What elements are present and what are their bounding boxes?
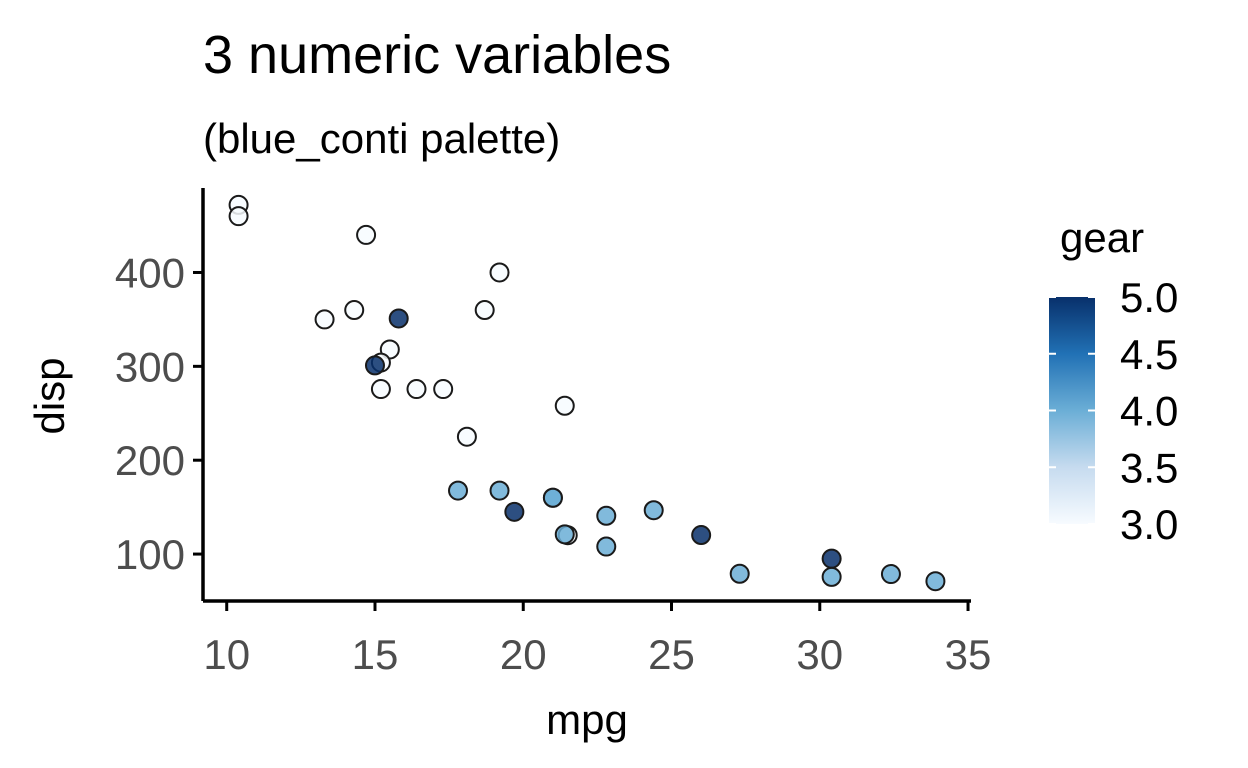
y-tick-label: 200 — [115, 437, 185, 484]
data-point — [596, 505, 617, 526]
data-point — [489, 262, 510, 283]
data-point — [356, 224, 377, 245]
data-point — [489, 480, 510, 501]
data-point — [448, 480, 469, 501]
legend: gear 5.0 4.5 4.0 3.5 3.0 — [1049, 214, 1178, 548]
data-point — [370, 379, 391, 400]
x-tick-label: 30 — [796, 631, 843, 678]
y-tick-label: 100 — [115, 531, 185, 578]
y-tick-label: 300 — [115, 343, 185, 390]
chart-subtitle: (blue_conti palette) — [203, 115, 560, 162]
data-point — [596, 536, 617, 557]
data-point — [554, 524, 575, 545]
data-point — [880, 564, 901, 585]
x-tick-label: 10 — [203, 631, 250, 678]
data-point — [729, 563, 750, 584]
x-tick-label: 25 — [648, 631, 695, 678]
data-point — [314, 309, 335, 330]
legend-label: 4.5 — [1120, 331, 1178, 378]
x-axis-title: mpg — [546, 696, 628, 743]
legend-label: 4.0 — [1120, 388, 1178, 435]
data-point — [228, 206, 249, 227]
x-tick-label: 20 — [500, 631, 547, 678]
x-tick-label: 15 — [352, 631, 399, 678]
data-point — [643, 500, 664, 521]
data-point — [542, 487, 563, 508]
data-point — [691, 525, 712, 546]
data-point — [925, 571, 946, 592]
data-point — [433, 379, 454, 400]
data-point — [364, 355, 385, 376]
data-point — [406, 379, 427, 400]
data-point — [344, 300, 365, 321]
legend-label: 3.5 — [1120, 444, 1178, 491]
x-axis-ticks: 10 15 20 25 30 35 — [203, 601, 991, 678]
data-point — [821, 566, 842, 587]
y-axis-title: disp — [26, 357, 73, 434]
points-layer — [228, 194, 946, 592]
data-point — [554, 395, 575, 416]
legend-ticks: 5.0 4.5 4.0 3.5 3.0 — [1049, 274, 1178, 548]
legend-title: gear — [1060, 214, 1144, 261]
legend-label: 3.0 — [1120, 501, 1178, 548]
data-point — [474, 300, 495, 321]
chart-title: 3 numeric variables — [203, 25, 671, 85]
data-point — [456, 426, 477, 447]
legend-label: 5.0 — [1120, 274, 1178, 321]
data-point — [504, 501, 525, 522]
y-axis-ticks: 100 200 300 400 — [115, 249, 203, 578]
x-tick-label: 35 — [945, 631, 992, 678]
legend-colorbar — [1049, 297, 1095, 524]
data-point — [821, 548, 842, 569]
data-point — [388, 308, 409, 329]
y-tick-label: 400 — [115, 249, 185, 296]
